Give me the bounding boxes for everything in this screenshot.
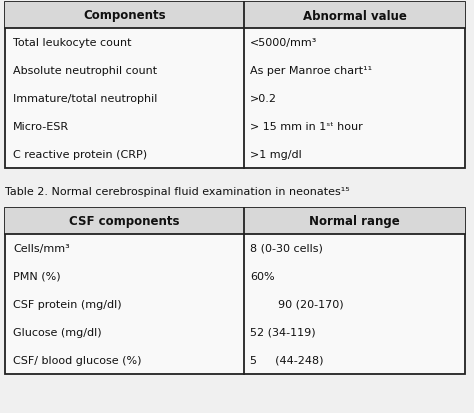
Text: 8 (0-30 cells): 8 (0-30 cells) [250,243,323,254]
Text: Normal range: Normal range [309,215,400,228]
Text: Components: Components [83,9,166,22]
Text: Table 2. Normal cerebrospinal fluid examination in neonates¹⁵: Table 2. Normal cerebrospinal fluid exam… [5,187,350,197]
Text: Micro-ESR: Micro-ESR [13,122,69,132]
Text: Immature/total neutrophil: Immature/total neutrophil [13,94,157,104]
Text: 60%: 60% [250,271,275,281]
Text: <5000/mm³: <5000/mm³ [250,38,318,48]
Text: Glucose (mg/dl): Glucose (mg/dl) [13,327,101,337]
Text: Abnormal value: Abnormal value [303,9,407,22]
Text: As per Manroe chart¹¹: As per Manroe chart¹¹ [250,66,372,76]
Text: C reactive protein (CRP): C reactive protein (CRP) [13,150,147,159]
Text: Total leukocyte count: Total leukocyte count [13,38,131,48]
Bar [5,209,465,235]
Text: CSF protein (mg/dl): CSF protein (mg/dl) [13,299,122,309]
Bar [5,3,465,29]
Text: >0.2: >0.2 [250,94,277,104]
Text: Absolute neutrophil count: Absolute neutrophil count [13,66,157,76]
Text: > 15 mm in 1ˢᵗ hour: > 15 mm in 1ˢᵗ hour [250,122,363,132]
Text: CSF components: CSF components [69,215,180,228]
Text: Cells/mm³: Cells/mm³ [13,243,70,254]
Bar [5,209,465,374]
Text: CSF/ blood glucose (%): CSF/ blood glucose (%) [13,355,142,365]
Text: PMN (%): PMN (%) [13,271,61,281]
Text: 52 (34-119): 52 (34-119) [250,327,316,337]
Text: 5   (44-248): 5 (44-248) [250,355,324,365]
Text: 90 (20-170): 90 (20-170) [250,299,344,309]
Text: >1 mg/dl: >1 mg/dl [250,150,302,159]
Bar [5,3,465,169]
